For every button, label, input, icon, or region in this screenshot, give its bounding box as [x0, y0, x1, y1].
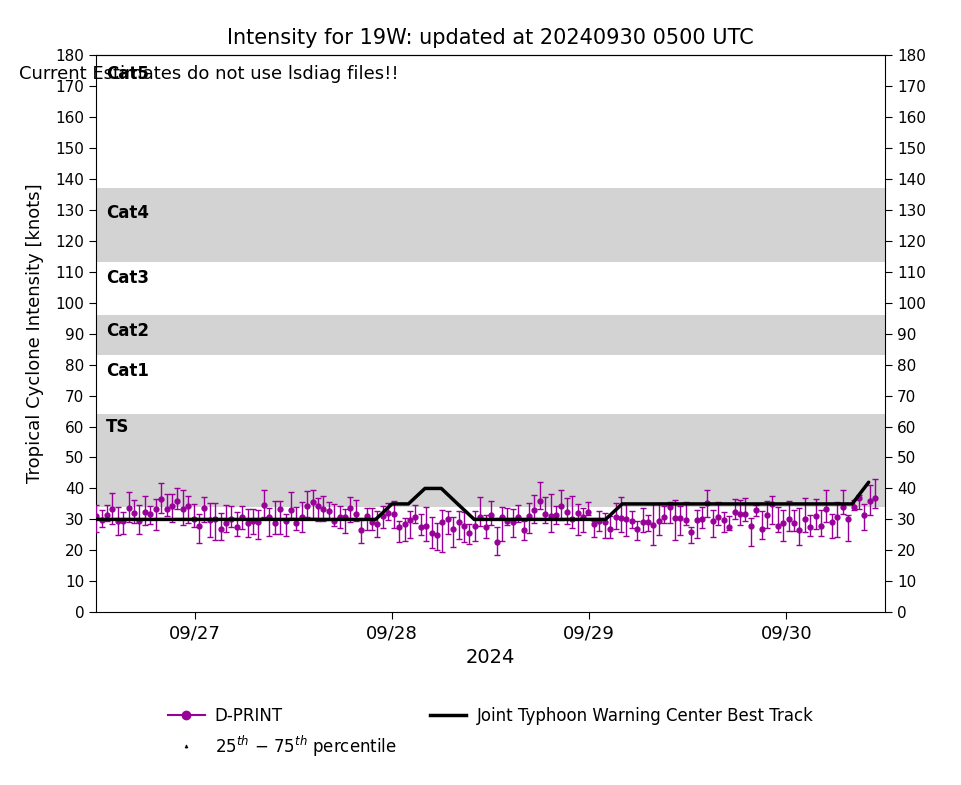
Text: Cat5: Cat5 [106, 64, 148, 82]
Text: TS: TS [106, 418, 129, 436]
Text: Cat3: Cat3 [106, 269, 149, 287]
Title: Intensity for 19W: updated at 20240930 0500 UTC: Intensity for 19W: updated at 20240930 0… [227, 27, 753, 48]
Bar [96, 414, 884, 507]
Legend: D-PRINT, 25$^{th}$ $-$ 75$^{th}$ percentile, Joint Typhoon Warning Center Best T: D-PRINT, 25$^{th}$ $-$ 75$^{th}$ percent… [160, 699, 821, 767]
Text: Cat4: Cat4 [106, 204, 149, 222]
Text: Current Estimates do not use lsdiag files!!: Current Estimates do not use lsdiag file… [19, 64, 398, 82]
X-axis label: 2024: 2024 [465, 648, 515, 666]
Text: Cat1: Cat1 [106, 362, 148, 380]
Y-axis label: Tropical Cyclone Intensity [knots]: Tropical Cyclone Intensity [knots] [26, 184, 44, 484]
Bar [96, 188, 884, 262]
Text: Cat2: Cat2 [106, 322, 149, 340]
Bar [96, 315, 884, 356]
